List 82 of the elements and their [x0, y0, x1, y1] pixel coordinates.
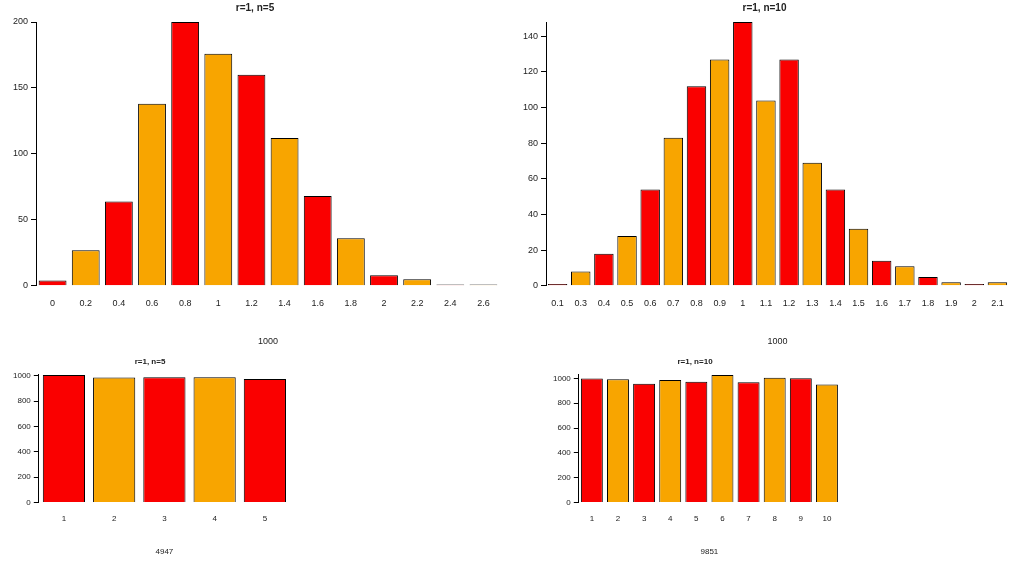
chart-title: r=1, n=10	[742, 1, 787, 13]
chart-title: r=1, n=5	[134, 357, 166, 366]
x-tick-label: 1	[61, 513, 67, 523]
x-tick-label: 1.6	[875, 298, 888, 309]
x-tick-label: 0.2	[79, 298, 92, 309]
x-tick-label: 0.4	[112, 298, 126, 309]
x-tick-label: 8	[772, 513, 778, 523]
y-tick-label: 200	[557, 472, 572, 482]
x-tick-label: 0.4	[597, 298, 611, 309]
x-tick-label: 10	[822, 513, 832, 523]
y-tick-label: 800	[17, 396, 32, 406]
y-tick-label: 1000	[553, 373, 572, 383]
x-axis-title: 1000	[767, 336, 788, 347]
y-tick-label: 60	[528, 173, 539, 184]
y-tick-label: 0	[533, 280, 539, 291]
y-tick-label: 100	[522, 102, 539, 113]
x-tick-label: 3	[162, 513, 168, 523]
x-tick-label: 5	[262, 513, 268, 523]
y-tick-label: 140	[522, 30, 539, 41]
x-tick-label: 0.6	[643, 298, 657, 309]
x-tick-label: 0.8	[178, 298, 192, 309]
x-tick-label: 1.7	[898, 298, 912, 309]
x-tick-label: 1.5	[852, 298, 865, 309]
x-tick-label: 1	[589, 513, 595, 523]
y-tick-label: 40	[528, 208, 539, 219]
x-tick-label: 1.2	[245, 298, 258, 309]
x-tick-label: 4	[212, 513, 218, 523]
x-tick-label: 0.7	[667, 298, 680, 309]
x-tick-label: 2	[111, 513, 117, 523]
y-tick-label: 1000	[13, 371, 32, 381]
y-tick-label: 80	[528, 137, 539, 148]
x-tick-label: 2.6	[477, 298, 490, 309]
x-tick-label: 2.4	[444, 298, 457, 309]
x-tick-label: 2	[615, 513, 621, 523]
y-tick-label: 100	[12, 148, 29, 159]
x-tick-label: 0	[50, 298, 56, 309]
x-axis-title: 9851	[700, 547, 719, 557]
y-tick-label: 50	[18, 214, 29, 225]
x-tick-label: 9	[798, 513, 804, 523]
y-tick-label: 0	[23, 280, 29, 291]
x-tick-label: 0.8	[690, 298, 703, 309]
chart-title: r=1, n=5	[235, 1, 275, 13]
x-tick-label: 1.2	[782, 298, 796, 309]
y-tick-label: 600	[557, 423, 572, 433]
x-tick-label: 7	[746, 513, 752, 523]
x-tick-label: 0.3	[574, 298, 587, 309]
x-tick-label: 1.3	[805, 298, 819, 309]
y-tick-label: 120	[522, 66, 539, 77]
x-tick-label: 1.6	[311, 298, 324, 309]
x-tick-label: 0.5	[620, 298, 634, 309]
y-tick-label: 0	[26, 497, 32, 507]
y-tick-label: 400	[557, 448, 572, 458]
y-tick-label: 200	[17, 472, 32, 482]
x-tick-label: 1	[215, 298, 221, 309]
x-tick-label: 3	[641, 513, 647, 523]
x-tick-label: 0.6	[145, 298, 159, 309]
x-tick-label: 1.4	[829, 298, 842, 309]
y-tick-label: 200	[12, 16, 29, 27]
x-tick-label: 0.1	[551, 298, 564, 309]
x-tick-label: 2	[971, 298, 977, 309]
x-tick-label: 2.2	[410, 298, 424, 309]
y-tick-label: 0	[566, 497, 572, 507]
x-tick-label: 2.1	[991, 298, 1004, 309]
x-tick-label: 1.1	[759, 298, 773, 309]
x-tick-label: 1.8	[344, 298, 358, 309]
chart-title: r=1, n=10	[677, 357, 714, 366]
x-tick-label: 1	[740, 298, 746, 309]
x-axis-title: 1000	[257, 336, 279, 347]
x-tick-label: 4	[667, 513, 673, 523]
x-axis-title: 4947	[155, 547, 174, 557]
x-tick-label: 1.4	[278, 298, 291, 309]
y-tick-label: 150	[12, 82, 29, 93]
y-tick-label: 20	[528, 244, 539, 255]
x-tick-label: 5	[694, 513, 700, 523]
x-tick-label: 2	[381, 298, 387, 309]
x-tick-label: 1.8	[921, 298, 935, 309]
x-tick-label: 0.9	[713, 298, 726, 309]
y-tick-label: 800	[557, 398, 572, 408]
y-tick-label: 400	[17, 447, 32, 457]
x-tick-label: 1.9	[944, 298, 958, 309]
y-tick-label: 600	[17, 421, 32, 431]
x-tick-label: 6	[720, 513, 726, 523]
